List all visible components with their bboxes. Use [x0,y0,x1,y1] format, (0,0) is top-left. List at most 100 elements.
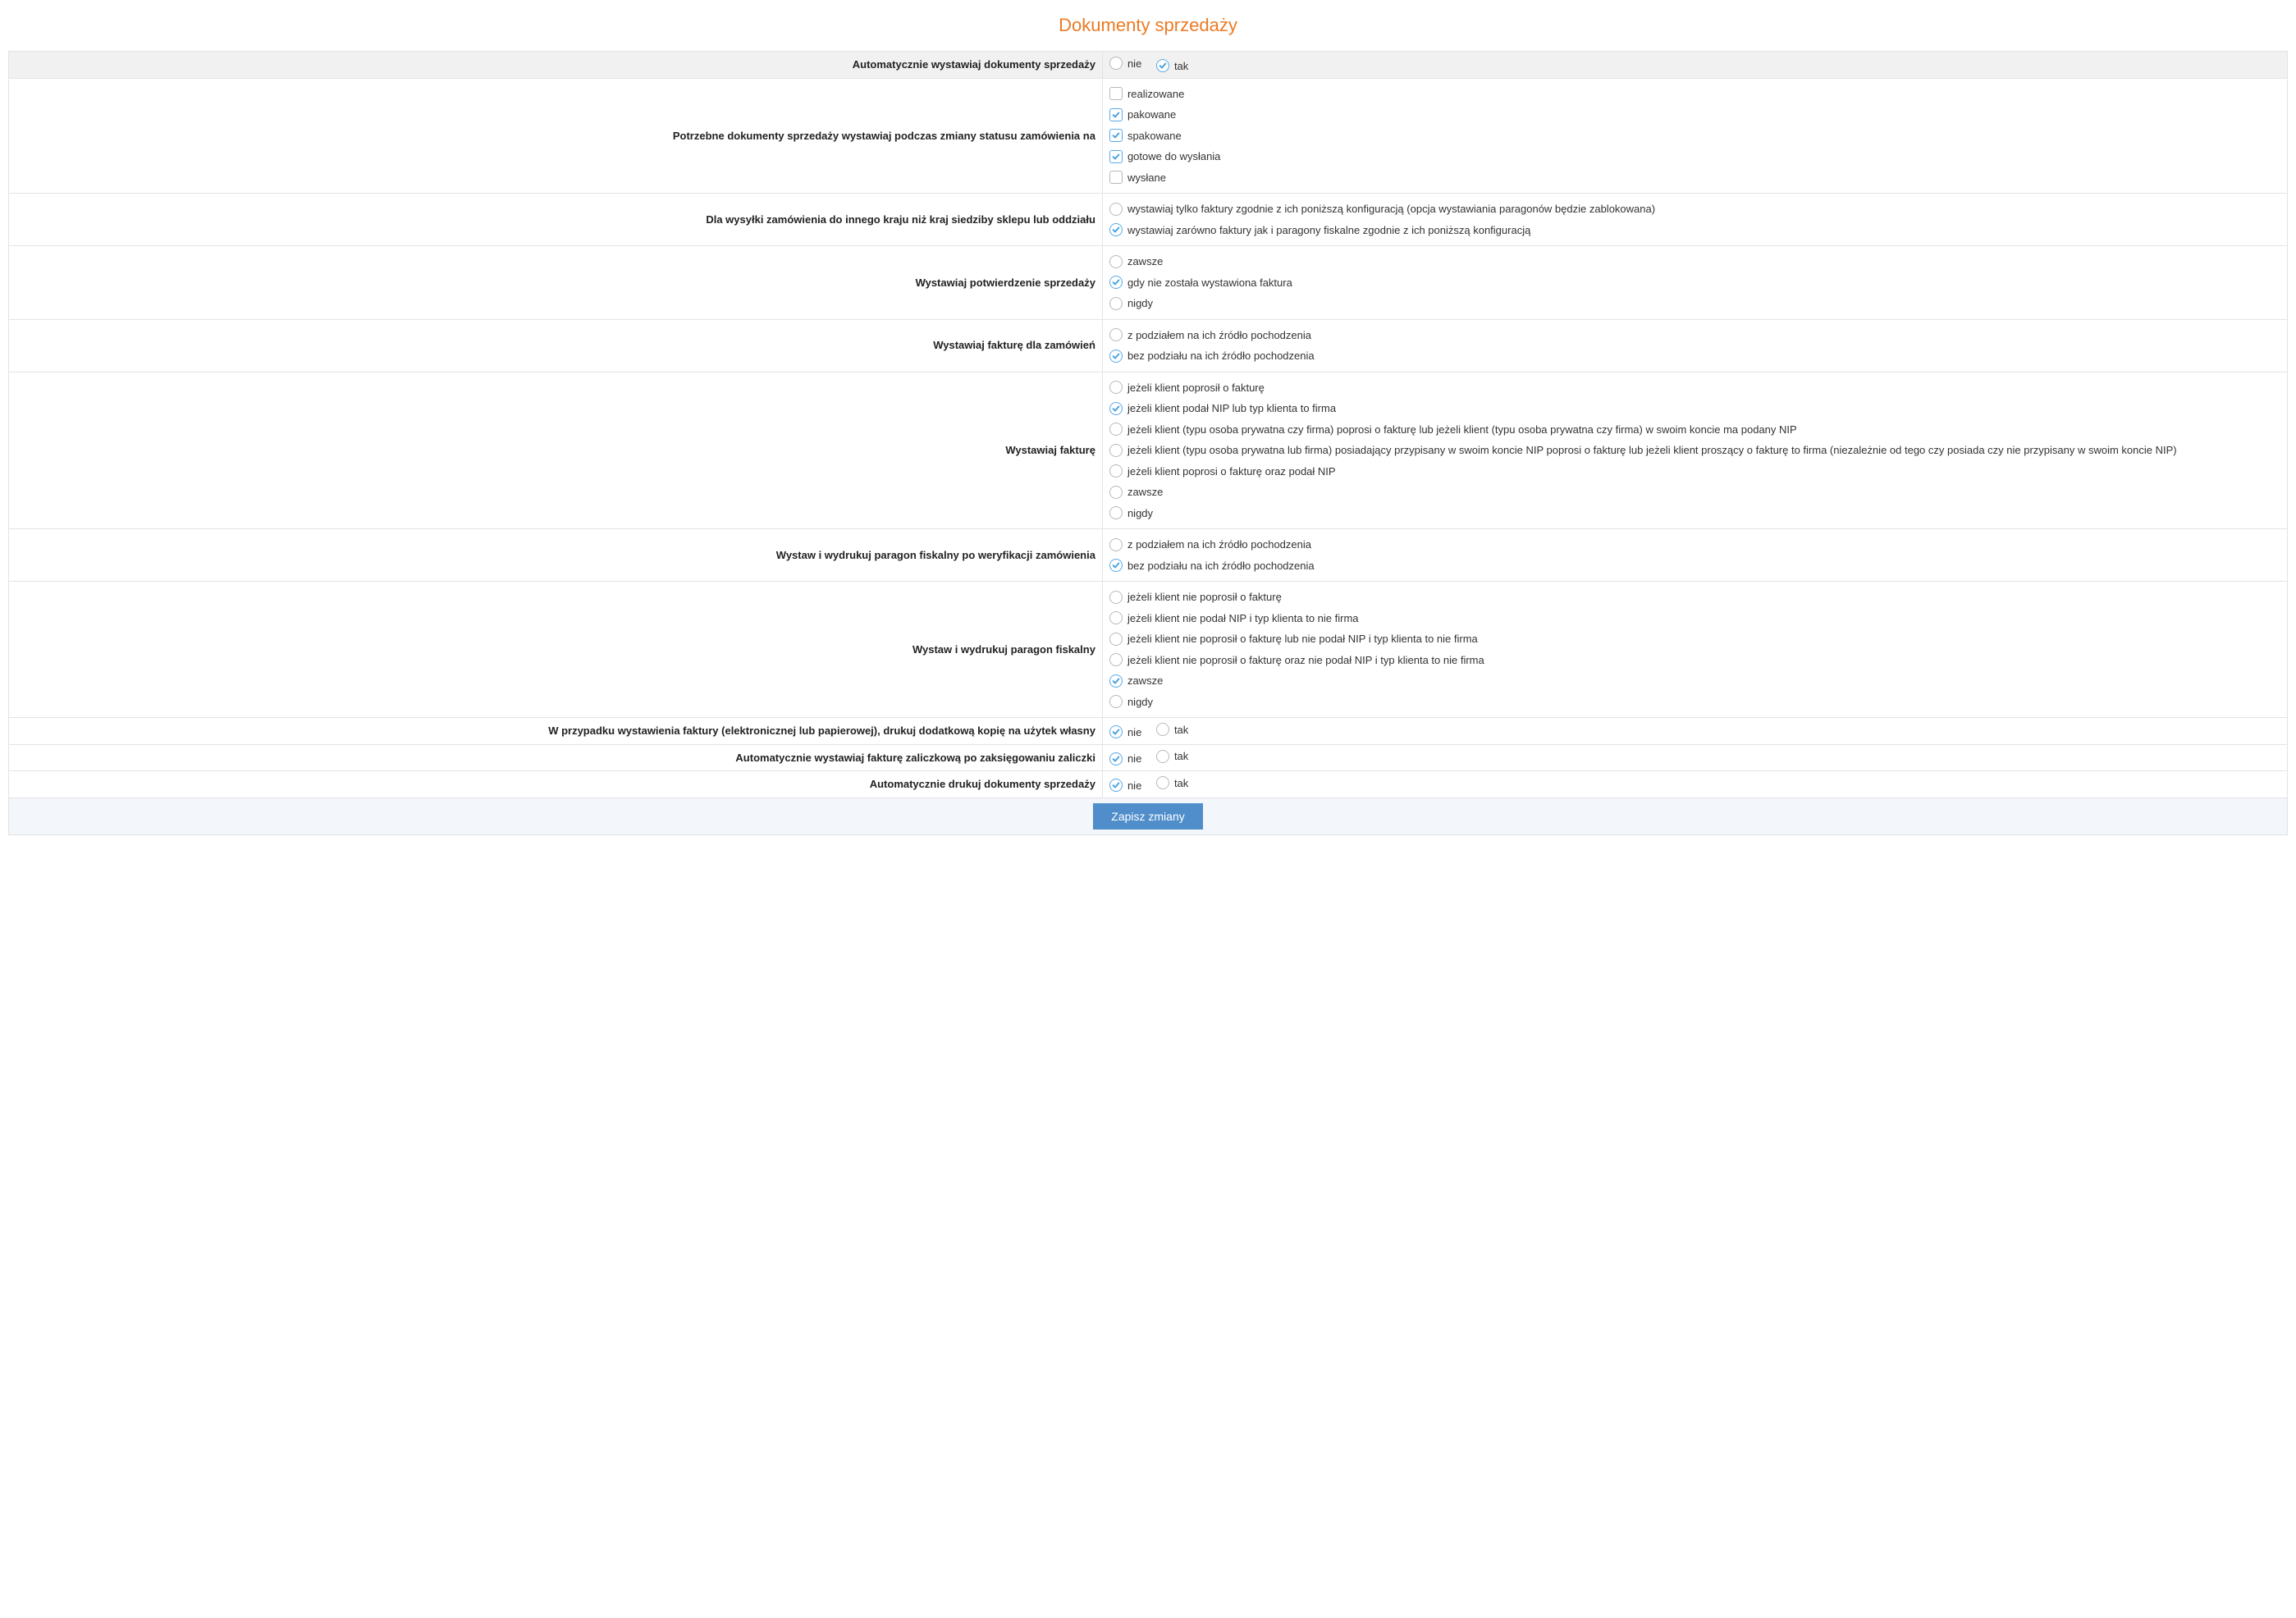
checkbox-icon[interactable] [1109,150,1123,163]
row-status_change: Potrzebne dokumenty sprzedaży wystawiaj … [9,78,2288,194]
issue-invoice-option-2[interactable]: jeżeli klient (typu osoba prywatna czy f… [1109,419,2280,441]
advance-invoice-option-no[interactable]: nie [1109,752,1141,766]
checkbox-icon[interactable] [1109,87,1123,100]
issue-invoice-option-1[interactable]: jeżeli klient podał NIP lub typ klienta … [1109,398,2280,419]
radio-icon[interactable] [1109,779,1123,792]
radio-icon[interactable] [1156,59,1169,72]
checkbox-icon[interactable] [1109,171,1123,184]
auto-print-option-yes[interactable]: tak [1156,776,1188,789]
radio-icon[interactable] [1109,695,1123,708]
confirm-sale-option-2[interactable]: nigdy [1109,293,2280,314]
radio-icon[interactable] [1109,725,1123,738]
option-label: jeżeli klient (typu osoba prywatna czy f… [1127,422,1797,438]
status-change-option-1[interactable]: pakowane [1109,104,2280,126]
footer-row: Zapisz zmiany [9,798,2288,834]
option-label: bez podziału na ich źródło pochodzenia [1127,558,1315,574]
radio-icon[interactable] [1109,297,1123,310]
radio-icon[interactable] [1109,276,1123,289]
row-value: realizowane pakowane spakowane gotowe do… [1102,78,2287,194]
status-change-option-2[interactable]: spakowane [1109,126,2280,147]
row-value: nie tak [1102,52,2287,79]
checkbox-icon[interactable] [1109,108,1123,121]
row-print_receipt: Wystaw i wydrukuj paragon fiskalny jeżel… [9,582,2288,718]
option-label: tak [1174,750,1188,762]
receipt-after-verify-option-0[interactable]: z podziałem na ich źródło pochodzenia [1109,534,2280,555]
print-receipt-option-5[interactable]: nigdy [1109,692,2280,713]
radio-icon[interactable] [1109,486,1123,499]
issue-invoice-option-4[interactable]: jeżeli klient poprosi o fakturę oraz pod… [1109,461,2280,482]
settings-form: Automatycznie wystawiaj dokumenty sprzed… [8,51,2288,835]
option-label: jeżeli klient nie poprosił o fakturę [1127,589,1282,606]
radio-icon[interactable] [1109,633,1123,646]
extra-copy-option-yes[interactable]: tak [1156,723,1188,736]
radio-icon[interactable] [1109,591,1123,604]
radio-icon[interactable] [1156,750,1169,763]
invoice-for-orders-option-0[interactable]: z podziałem na ich źródło pochodzenia [1109,325,2280,346]
issue-invoice-option-3[interactable]: jeżeli klient (typu osoba prywatna lub f… [1109,440,2280,461]
option-label: tak [1174,777,1188,789]
status-change-option-3[interactable]: gotowe do wysłania [1109,146,2280,167]
option-label: wysłane [1127,170,1166,186]
radio-icon[interactable] [1109,538,1123,551]
checkbox-icon[interactable] [1109,129,1123,142]
option-label: zawsze [1127,673,1163,689]
radio-icon[interactable] [1156,776,1169,789]
invoice-for-orders-option-1[interactable]: bez podziału na ich źródło pochodzenia [1109,345,2280,367]
radio-icon[interactable] [1109,328,1123,341]
auto-print-option-no[interactable]: nie [1109,779,1141,792]
row-auto_print: Automatycznie drukuj dokumenty sprzedaży… [9,771,2288,798]
advance-invoice-option-yes[interactable]: tak [1156,750,1188,763]
issue-invoice-option-6[interactable]: nigdy [1109,503,2280,524]
option-label: jeżeli klient podał NIP lub typ klienta … [1127,400,1336,417]
radio-icon[interactable] [1109,674,1123,688]
receipt-after-verify-option-1[interactable]: bez podziału na ich źródło pochodzenia [1109,555,2280,577]
option-label: z podziałem na ich źródło pochodzenia [1127,537,1311,553]
radio-icon[interactable] [1109,203,1123,216]
print-receipt-option-0[interactable]: jeżeli klient nie poprosił o fakturę [1109,587,2280,608]
extra-copy-option-no[interactable]: nie [1109,725,1141,738]
auto-issue-option-no[interactable]: nie [1109,57,1141,70]
radio-icon[interactable] [1109,752,1123,766]
confirm-sale-option-1[interactable]: gdy nie została wystawiona faktura [1109,272,2280,294]
radio-icon[interactable] [1109,223,1123,236]
radio-icon[interactable] [1109,444,1123,457]
foreign-ship-option-1[interactable]: wystawiaj zarówno faktury jak i paragony… [1109,220,2280,241]
print-receipt-option-4[interactable]: zawsze [1109,670,2280,692]
option-label: jeżeli klient poprosił o fakturę [1127,380,1265,396]
row-label: Dla wysyłki zamówienia do innego kraju n… [9,194,1103,246]
row-foreign_ship: Dla wysyłki zamówienia do innego kraju n… [9,194,2288,246]
status-change-option-0[interactable]: realizowane [1109,84,2280,105]
radio-icon[interactable] [1109,381,1123,394]
print-receipt-option-3[interactable]: jeżeli klient nie poprosił o fakturę ora… [1109,650,2280,671]
radio-icon[interactable] [1109,464,1123,478]
confirm-sale-option-0[interactable]: zawsze [1109,251,2280,272]
option-label: wystawiaj zarówno faktury jak i paragony… [1127,222,1530,239]
auto-issue-option-yes[interactable]: tak [1156,59,1188,72]
print-receipt-option-1[interactable]: jeżeli klient nie podał NIP i typ klient… [1109,608,2280,629]
radio-icon[interactable] [1109,611,1123,624]
issue-invoice-option-5[interactable]: zawsze [1109,482,2280,503]
row-label: Wystawiaj potwierdzenie sprzedaży [9,246,1103,320]
radio-icon[interactable] [1109,57,1123,70]
foreign-ship-option-0[interactable]: wystawiaj tylko faktury zgodnie z ich po… [1109,199,2280,220]
row-value: jeżeli klient poprosił o fakturę jeżeli … [1102,372,2287,529]
radio-icon[interactable] [1109,402,1123,415]
issue-invoice-option-0[interactable]: jeżeli klient poprosił o fakturę [1109,377,2280,399]
row-label: Wystaw i wydrukuj paragon fiskalny po we… [9,529,1103,582]
radio-icon[interactable] [1109,423,1123,436]
radio-icon[interactable] [1109,506,1123,519]
row-label: Automatycznie wystawiaj fakturę zaliczko… [9,744,1103,771]
row-value: zawsze gdy nie została wystawiona faktur… [1102,246,2287,320]
row-auto_issue: Automatycznie wystawiaj dokumenty sprzed… [9,52,2288,79]
radio-icon[interactable] [1109,559,1123,572]
print-receipt-option-2[interactable]: jeżeli klient nie poprosił o fakturę lub… [1109,628,2280,650]
radio-icon[interactable] [1109,255,1123,268]
status-change-option-4[interactable]: wysłane [1109,167,2280,189]
radio-icon[interactable] [1156,723,1169,736]
radio-icon[interactable] [1109,653,1123,666]
row-value: jeżeli klient nie poprosił o fakturę jeż… [1102,582,2287,718]
save-button[interactable]: Zapisz zmiany [1093,803,1202,830]
radio-icon[interactable] [1109,350,1123,363]
row-advance_invoice: Automatycznie wystawiaj fakturę zaliczko… [9,744,2288,771]
option-label: realizowane [1127,86,1184,103]
